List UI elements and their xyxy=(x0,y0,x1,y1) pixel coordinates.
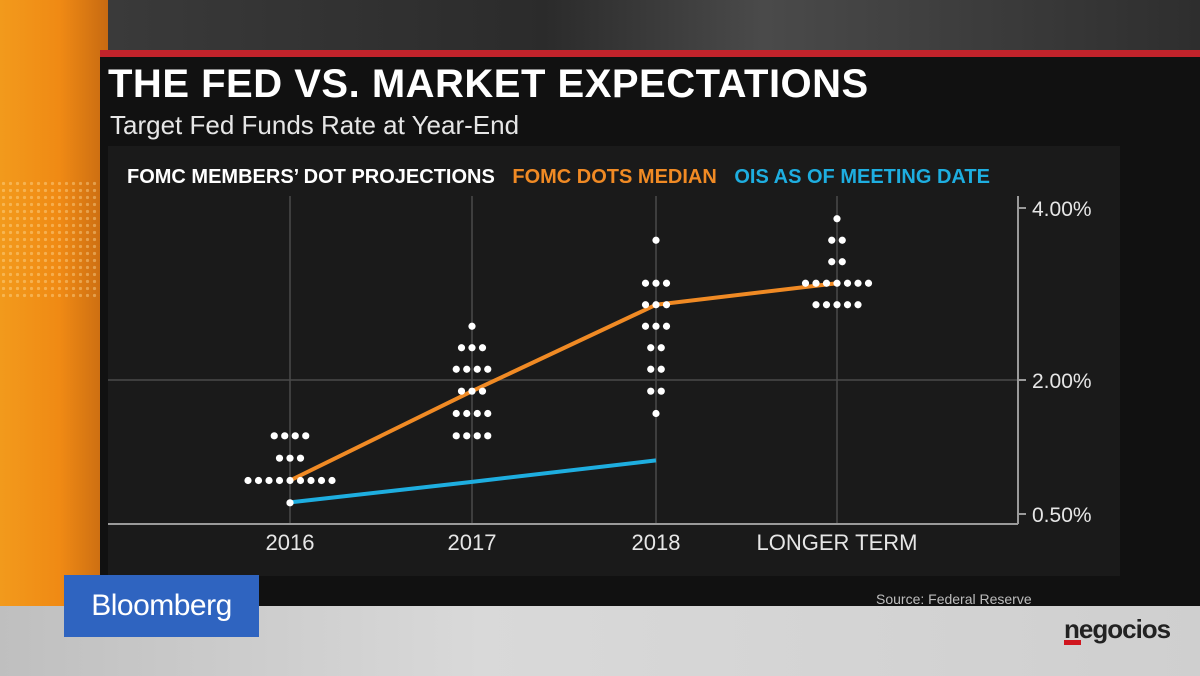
chart-title: THE FED VS. MARKET EXPECTATIONS xyxy=(108,62,869,106)
projection-dot xyxy=(641,301,650,309)
projection-dot xyxy=(647,387,655,395)
projection-dot xyxy=(254,476,263,485)
projection-dot xyxy=(833,301,841,309)
projection-dot xyxy=(468,344,476,352)
projection-dot xyxy=(822,301,831,309)
projection-dot xyxy=(244,476,252,485)
projection-dot xyxy=(457,387,466,395)
projection-dot xyxy=(641,322,650,330)
bloomberg-logo: Bloomberg xyxy=(64,575,259,637)
projection-dot xyxy=(457,344,466,352)
projection-dot xyxy=(468,322,476,330)
x-tick-label-0: 2016 xyxy=(266,530,315,555)
projection-dot xyxy=(843,279,852,287)
projection-dot xyxy=(652,279,660,287)
orange-backdrop xyxy=(0,0,108,606)
projection-dot xyxy=(473,365,481,373)
projection-dot xyxy=(812,279,820,287)
y-tick-label-0: 4.00% xyxy=(1032,198,1092,221)
projection-dot xyxy=(828,236,836,244)
projection-dot xyxy=(652,236,660,244)
legend: FOMC MEMBERS’ DOT PROJECTIONS FOMC DOTS … xyxy=(127,166,1002,189)
studio-backdrop xyxy=(108,0,1200,52)
negocios-logo: negocios xyxy=(1064,614,1171,644)
legend-dots-median: FOMC DOTS MEDIAN xyxy=(512,166,717,188)
projection-dot xyxy=(275,454,284,462)
projection-dot xyxy=(265,476,273,485)
projection-dot xyxy=(484,365,492,373)
legend-dot-projections: FOMC MEMBERS’ DOT PROJECTIONS xyxy=(127,166,495,188)
projection-dot xyxy=(652,409,660,418)
projection-dot xyxy=(662,279,671,287)
projection-dot xyxy=(307,476,315,485)
projection-dot xyxy=(281,432,289,440)
projection-dot xyxy=(291,432,299,440)
projection-dot xyxy=(286,476,294,485)
y-tick-label-1: 2.00% xyxy=(1032,370,1092,393)
projection-dot xyxy=(484,432,492,440)
projection-dot xyxy=(657,344,665,352)
projection-dot xyxy=(478,387,487,395)
projection-dot xyxy=(302,432,310,440)
projection-dot xyxy=(854,301,862,309)
projection-dot xyxy=(828,258,836,266)
projection-dot xyxy=(484,409,492,418)
projection-dot xyxy=(838,258,846,266)
plot-background xyxy=(108,146,1120,576)
projection-dot xyxy=(478,344,487,352)
projection-dot xyxy=(296,476,305,485)
projection-dot xyxy=(286,499,294,507)
projection-dot xyxy=(468,387,476,395)
projection-dot xyxy=(838,236,846,244)
projection-dot xyxy=(463,432,471,440)
projection-dot xyxy=(286,454,294,462)
projection-dot xyxy=(657,387,665,395)
projection-dot xyxy=(275,476,284,485)
projection-dot xyxy=(270,432,278,440)
projection-dot xyxy=(473,432,481,440)
series-line-0 xyxy=(289,281,838,483)
projection-dot xyxy=(647,365,655,373)
projection-dot xyxy=(833,215,841,223)
legend-ois: OIS AS OF MEETING DATE xyxy=(734,166,990,188)
series-line-1 xyxy=(289,458,657,505)
x-tick-label-2: 2018 xyxy=(632,530,681,555)
projection-dot xyxy=(864,279,873,287)
projection-dot xyxy=(317,476,326,485)
projection-dot xyxy=(473,409,481,418)
chart-subtitle: Target Fed Funds Rate at Year-End xyxy=(110,110,520,140)
projection-dot xyxy=(662,322,671,330)
red-accent-bar xyxy=(100,50,1200,57)
projection-dot xyxy=(463,409,471,418)
projection-dot xyxy=(657,365,665,373)
projection-dot xyxy=(833,279,841,287)
backdrop-dot-pattern xyxy=(0,180,108,300)
x-tick-label-1: 2017 xyxy=(448,530,497,555)
projection-dot xyxy=(452,432,460,440)
projection-dot xyxy=(812,301,820,309)
projection-dot xyxy=(641,279,650,287)
negocios-logo-mark xyxy=(1064,640,1081,645)
projection-dot xyxy=(452,409,460,418)
projection-dot xyxy=(801,279,810,287)
projection-dot xyxy=(328,476,336,485)
projection-dot xyxy=(647,344,655,352)
projection-dot xyxy=(854,279,862,287)
projection-dot xyxy=(652,301,660,309)
projection-dot xyxy=(452,365,460,373)
projection-dot xyxy=(822,279,831,287)
projection-dot xyxy=(662,301,671,309)
projection-dot xyxy=(652,322,660,330)
projection-dot xyxy=(296,454,305,462)
y-tick-label-2: 0.50% xyxy=(1032,504,1092,527)
x-tick-label-3: LONGER TERM xyxy=(757,530,918,555)
projection-dot xyxy=(843,301,852,309)
source-note: Source: Federal Reserve xyxy=(876,591,1032,607)
projection-dot xyxy=(463,365,471,373)
